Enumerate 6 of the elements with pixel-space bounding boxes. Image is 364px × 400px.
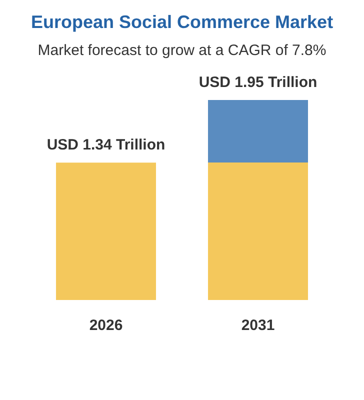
data-label: USD 1.34 Trillion — [46, 136, 166, 154]
x-tick-label: 2031 — [241, 317, 275, 334]
chart-subtitle: Market forecast to grow at a CAGR of 7.8% — [38, 42, 326, 59]
data-label: USD 1.95 Trillion — [198, 74, 318, 91]
x-tick-label: 2026 — [89, 317, 123, 334]
chart-title: European Social Commerce Market — [30, 12, 334, 32]
